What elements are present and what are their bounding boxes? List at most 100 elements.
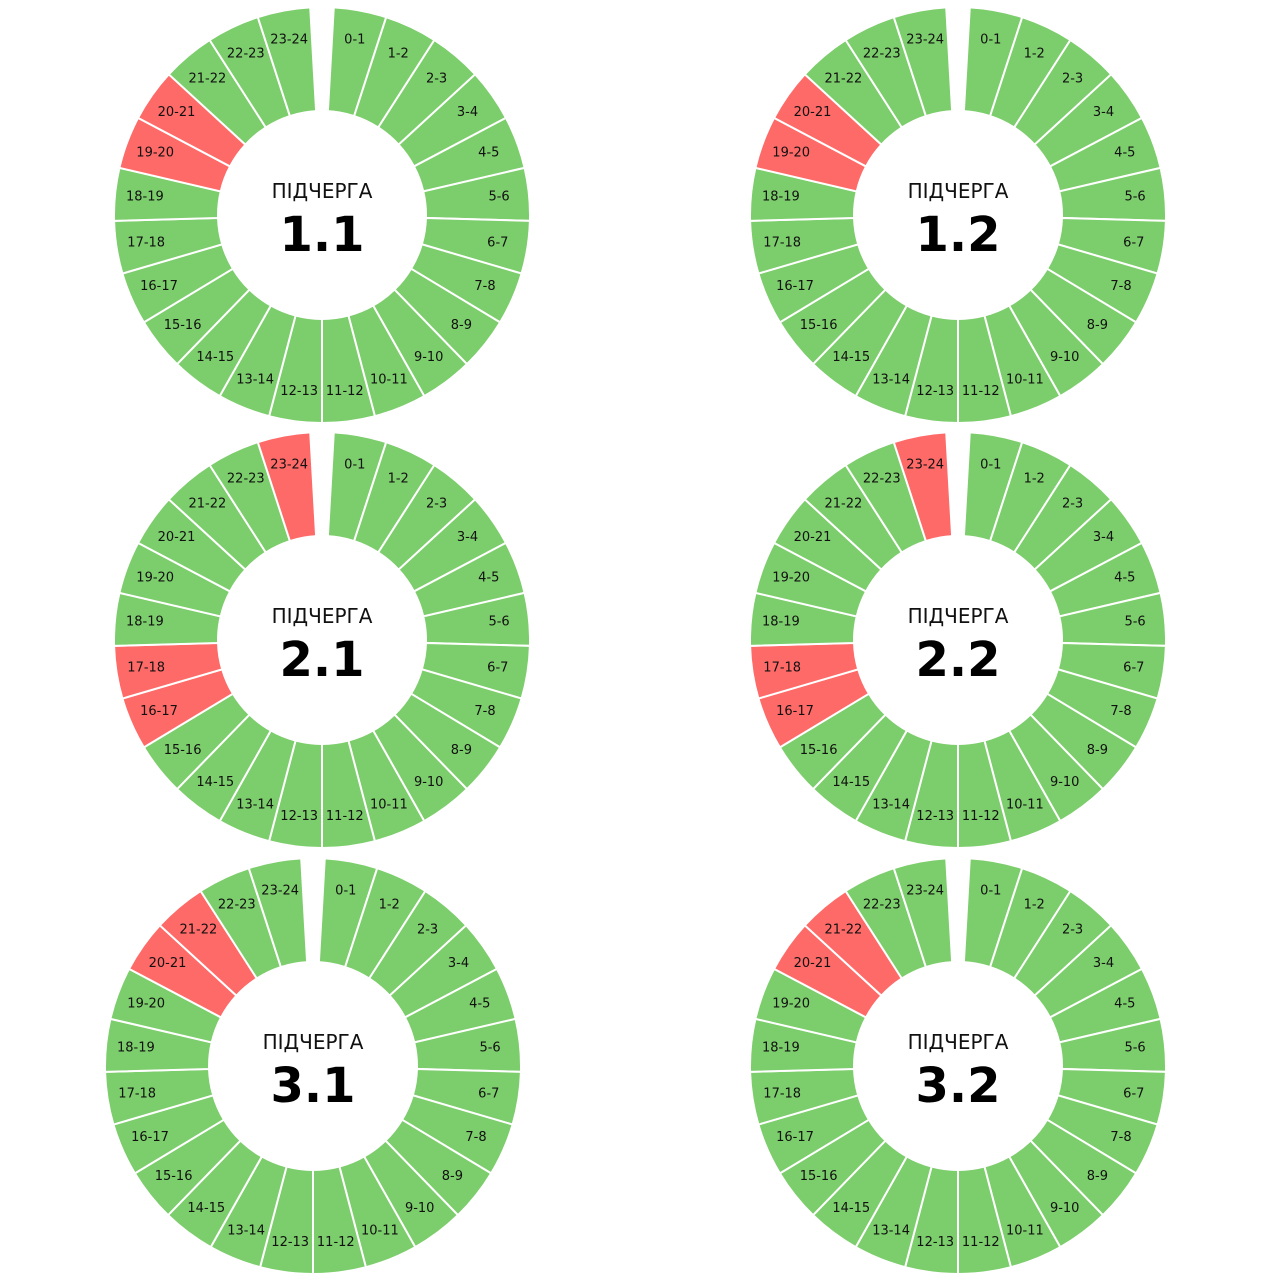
segment-label: 20-21: [158, 105, 196, 120]
donut-chart-1.1: 0-1 1-2 2-3 3-4 4-5 5-6 6-7 7-8 8-9 9-10 10-11 11-1…: [113, 6, 531, 425]
segment-label: 14-15: [196, 775, 234, 790]
segment-label: 0-1: [980, 884, 1001, 899]
segment-label: 14-15: [832, 1201, 870, 1216]
segment-label: 7-8: [474, 279, 495, 294]
subqueue-title: ПІДЧЕРГА: [272, 604, 373, 628]
segment-label: 0-1: [344, 33, 365, 48]
subqueue-title: ПІДЧЕРГА: [263, 1030, 364, 1054]
segment-label: 8-9: [1087, 743, 1108, 758]
segment-label: 15-16: [164, 318, 202, 333]
segment-label: 21-22: [825, 922, 863, 937]
segment-label: 19-20: [127, 996, 165, 1011]
subqueue-title: ПІДЧЕРГА: [908, 604, 1009, 628]
segment-label: 4-5: [1114, 570, 1135, 585]
segment-label: 13-14: [236, 372, 274, 387]
segment-label: 7-8: [474, 704, 495, 719]
segment-label: 1-2: [1024, 472, 1045, 487]
segment-label: 15-16: [800, 1169, 838, 1184]
segment-label: 22-23: [227, 472, 265, 487]
segment-label: 18-19: [762, 190, 800, 205]
segment-label: 17-18: [118, 1086, 156, 1101]
segment-label: 7-8: [1110, 704, 1131, 719]
segment-label: 15-16: [800, 743, 838, 758]
segment-label: 6-7: [478, 1086, 499, 1101]
segment-label: 1-2: [1024, 898, 1045, 913]
segment-23-24-off: [892, 431, 954, 543]
segment-23-24-on: [256, 6, 318, 118]
segment-label: 22-23: [863, 472, 901, 487]
segment-label: 21-22: [180, 922, 218, 937]
segment-label: 21-22: [189, 496, 227, 511]
segment-label: 6-7: [1123, 1086, 1144, 1101]
segment-label: 20-21: [794, 530, 832, 545]
segment-label: 2-3: [1062, 71, 1083, 86]
segment-label: 17-18: [763, 660, 801, 675]
segment-label: 20-21: [149, 956, 187, 971]
segment-label: 19-20: [772, 996, 810, 1011]
segment-label: 4-5: [1114, 145, 1135, 160]
segment-label: 16-17: [776, 279, 814, 294]
subqueue-title: ПІДЧЕРГА: [908, 179, 1009, 203]
segment-label: 0-1: [344, 458, 365, 473]
segment-label: 2-3: [426, 496, 447, 511]
segment-label: 16-17: [140, 279, 178, 294]
segment-label: 12-13: [916, 809, 954, 824]
segment-23-24-on: [247, 857, 309, 969]
segment-label: 23-24: [270, 458, 308, 473]
segment-label: 5-6: [488, 190, 509, 205]
segment-label: 10-11: [361, 1223, 399, 1238]
segment-label: 3-4: [1093, 105, 1114, 120]
donut-chart-2.1: 0-1 1-2 2-3 3-4 4-5 5-6 6-7 7-8 8-9 9-10 10-11 11-1…: [113, 431, 531, 850]
segment-label: 12-13: [271, 1235, 309, 1250]
segment-label: 22-23: [227, 47, 265, 62]
segment-label: 9-10: [1050, 1201, 1080, 1216]
segment-label: 18-19: [762, 615, 800, 630]
segment-label: 10-11: [1006, 1223, 1044, 1238]
segment-label: 23-24: [906, 33, 944, 48]
segment-label: 13-14: [872, 372, 910, 387]
segment-label: 6-7: [487, 235, 508, 250]
segment-label: 5-6: [488, 615, 509, 630]
segment-label: 7-8: [1110, 279, 1131, 294]
segment-23-24-on: [892, 6, 954, 118]
segment-label: 0-1: [980, 458, 1001, 473]
segment-label: 13-14: [236, 797, 274, 812]
segment-label: 6-7: [1123, 235, 1144, 250]
segment-label: 2-3: [426, 71, 447, 86]
subqueue-number: 2.1: [279, 632, 364, 688]
segment-label: 8-9: [1087, 1169, 1108, 1184]
segment-label: 11-12: [962, 809, 1000, 824]
segment-label: 15-16: [164, 743, 202, 758]
segment-label: 21-22: [189, 71, 227, 86]
segment-label: 9-10: [414, 775, 444, 790]
segment-label: 18-19: [117, 1041, 155, 1056]
segment-label: 20-21: [158, 530, 196, 545]
segment-label: 20-21: [794, 956, 832, 971]
segment-label: 3-4: [457, 105, 478, 120]
subqueue-number: 1.1: [279, 207, 364, 263]
segment-label: 8-9: [451, 743, 472, 758]
segment-label: 7-8: [465, 1130, 486, 1145]
segment-label: 22-23: [218, 898, 256, 913]
subqueue-title: ПІДЧЕРГА: [272, 179, 373, 203]
segment-label: 18-19: [126, 190, 164, 205]
segment-label: 11-12: [326, 809, 364, 824]
segment-label: 23-24: [261, 884, 299, 899]
segment-label: 17-18: [127, 235, 165, 250]
segment-label: 16-17: [131, 1130, 169, 1145]
segment-label: 11-12: [962, 384, 1000, 399]
segment-label: 1-2: [379, 898, 400, 913]
segment-label: 10-11: [1006, 372, 1044, 387]
segment-label: 3-4: [448, 956, 469, 971]
segment-23-24-on: [892, 857, 954, 969]
segment-label: 22-23: [863, 47, 901, 62]
subqueue-number: 1.2: [915, 207, 1000, 263]
segment-label: 12-13: [280, 384, 318, 399]
segment-label: 5-6: [1124, 1041, 1145, 1056]
segment-label: 9-10: [1050, 350, 1080, 365]
segment-label: 18-19: [762, 1041, 800, 1056]
segment-23-24-off: [256, 431, 318, 543]
segment-label: 12-13: [916, 1235, 954, 1250]
segment-label: 23-24: [906, 458, 944, 473]
